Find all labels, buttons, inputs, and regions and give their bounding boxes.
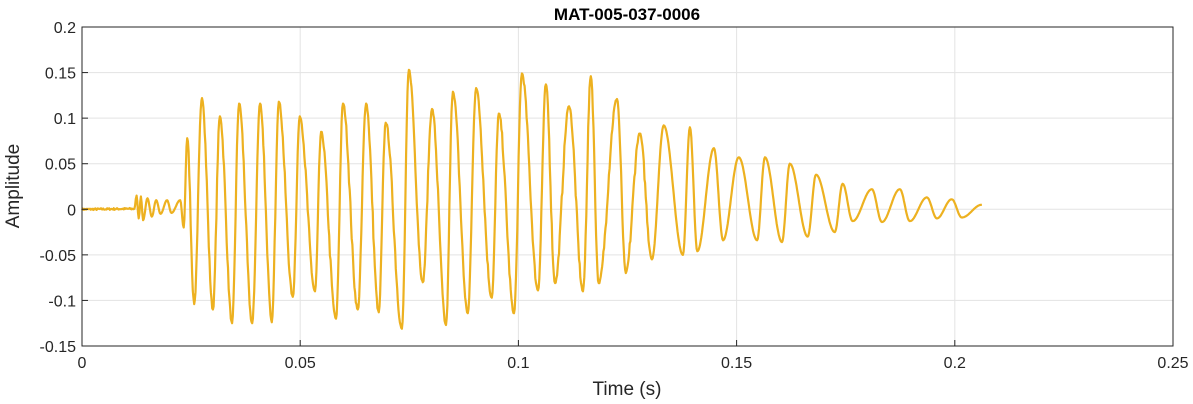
x-tick-label: 0.25 (1157, 355, 1188, 372)
y-tick-label: 0.1 (54, 111, 76, 128)
plot-box (81, 26, 1174, 347)
y-tick-label: 0.2 (54, 20, 76, 37)
x-tick-label: 0.05 (285, 355, 316, 372)
x-tick-label: 0.1 (507, 355, 529, 372)
waveform-line (80, 68, 983, 330)
x-tick-label: 0.2 (944, 355, 966, 372)
ticks: 0 0.05 0.1 0.15 0.2 0.25 -0.15 -0.1 -0.05 0 0.05 0.… (40, 20, 1189, 372)
y-axis-label: Amplitude (3, 144, 24, 229)
y-tick-label: -0.1 (48, 293, 76, 310)
chart-title: MAT-005-037-0006 (554, 5, 700, 24)
y-tick-label: 0.05 (45, 157, 76, 174)
x-axis-label: Time (s) (593, 379, 662, 400)
y-tick-label: -0.05 (40, 248, 77, 265)
grid (81, 26, 1174, 347)
y-tick-label: -0.15 (40, 339, 77, 356)
x-tick-label: 0.15 (721, 355, 752, 372)
x-tick-label: 0 (78, 355, 87, 372)
y-tick-label: 0 (67, 202, 76, 219)
y-tick-label: 0.15 (45, 66, 76, 83)
